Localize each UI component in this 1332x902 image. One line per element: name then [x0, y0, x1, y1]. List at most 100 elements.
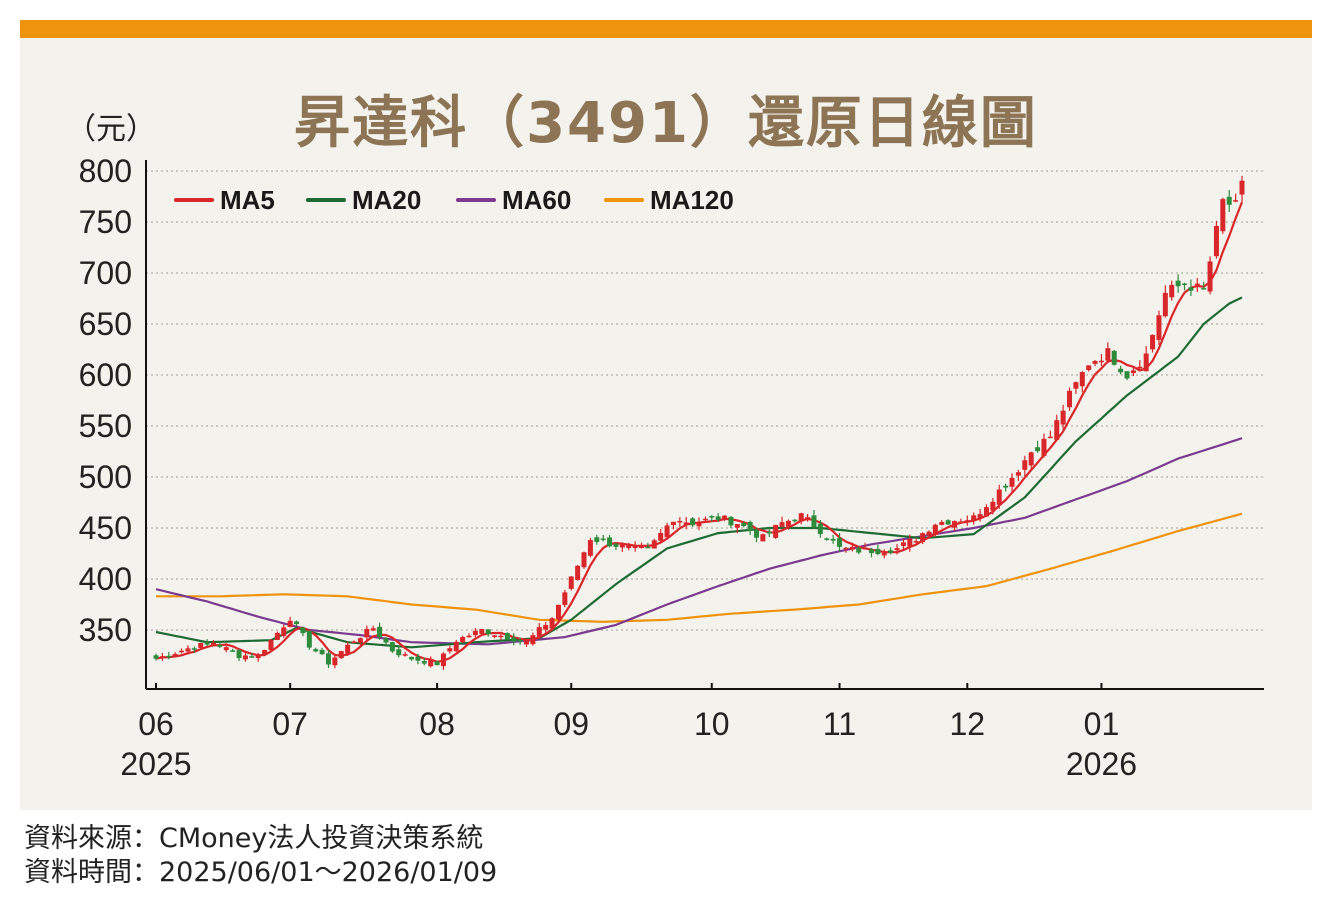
candle-body [894, 548, 900, 551]
candle-body [900, 542, 906, 546]
candle-body [287, 620, 293, 628]
legend-label: MA5 [220, 185, 275, 215]
y-tick-label: 400 [79, 561, 132, 597]
candle-body [453, 641, 459, 652]
candle-body [159, 656, 165, 658]
candle-body [1067, 390, 1073, 408]
candle-body [990, 501, 996, 511]
y-tick-label: 600 [79, 357, 132, 393]
candle-body [517, 639, 523, 642]
candle-body [172, 653, 178, 656]
candle-body [498, 635, 504, 638]
candle-body [1003, 485, 1009, 488]
candle-body [492, 635, 498, 637]
candle-body [888, 550, 894, 553]
candle-body [1009, 477, 1015, 487]
candle-body [1220, 199, 1226, 232]
candle-body [677, 520, 683, 523]
candle-body [377, 626, 383, 638]
chart-card [20, 20, 1312, 810]
accent-bar [20, 20, 1312, 38]
candle-body [1111, 350, 1117, 365]
candle-body [875, 548, 881, 555]
candle-body [747, 521, 753, 532]
candle-body [696, 522, 702, 527]
candle-body [932, 524, 938, 535]
y-tick-label: 750 [79, 204, 132, 240]
candle-body [230, 650, 236, 652]
candle-body [1035, 447, 1041, 452]
candle-body [204, 643, 210, 645]
candle-body [779, 522, 785, 527]
candle-body [217, 644, 223, 647]
candle-body [926, 531, 932, 536]
candle-body [485, 629, 491, 635]
candle-body [1194, 283, 1200, 286]
x-tick-label: 01 [1084, 706, 1120, 742]
candle-body [1079, 372, 1085, 387]
candle-body [1060, 410, 1066, 425]
candle-body [383, 638, 389, 643]
candle-body [639, 546, 645, 549]
candle-body [536, 627, 542, 637]
candle-body [856, 547, 862, 553]
x-tick-label: 12 [950, 706, 986, 742]
candle-body [389, 642, 395, 652]
legend-label: MA60 [502, 185, 571, 215]
candle-body [977, 514, 983, 519]
x-tick-label: 06 [138, 706, 174, 742]
x-year-label: 2025 [120, 746, 191, 782]
candle-body [402, 654, 408, 656]
candle-body [581, 552, 587, 568]
x-tick-label: 10 [694, 706, 730, 742]
candle-body [805, 517, 811, 519]
candle-body [766, 532, 772, 534]
candle-body [1098, 360, 1104, 363]
candle-body [325, 653, 331, 665]
data-source-note: 資料來源：CMoney法人投資決策系統 [24, 823, 484, 854]
candle-body [504, 633, 510, 640]
candle-body [964, 520, 970, 522]
candle-body [198, 642, 204, 648]
candle-body [952, 521, 958, 528]
candle-body [524, 641, 530, 645]
candle-body [798, 513, 804, 522]
candle-body [1143, 353, 1149, 372]
candle-body [632, 545, 638, 548]
candle-body [996, 489, 1002, 505]
candle-body [409, 656, 415, 660]
x-tick-labels: 06 2025 07 08 09 10 11 12 01 2026 [120, 706, 1137, 782]
candle-body [670, 521, 676, 526]
candle-body [294, 621, 300, 625]
candle-body [1124, 371, 1130, 379]
candle-body [511, 637, 517, 642]
candle-body [1022, 460, 1028, 470]
candle-body [543, 625, 549, 630]
chart-title: 昇達科（3491）還原日線圖 [294, 91, 1038, 156]
candle-body [728, 516, 734, 526]
candle-body [913, 541, 919, 543]
x-year-label: 2026 [1066, 746, 1137, 782]
candle-body [242, 655, 248, 660]
x-tick-label: 08 [419, 706, 455, 742]
candle-body [1086, 365, 1092, 371]
candle-body [1054, 420, 1060, 440]
candle-body [722, 515, 728, 519]
candle-body [1182, 283, 1188, 286]
y-tick-label: 500 [79, 459, 132, 495]
candle-body [1047, 436, 1053, 439]
candle-body [1201, 288, 1207, 290]
candle-body [843, 547, 849, 550]
candle-body [530, 635, 536, 645]
candle-body [415, 656, 421, 661]
candle-body [1073, 382, 1079, 389]
candle-body [562, 592, 568, 605]
candle-body [255, 654, 261, 659]
candle-body [811, 515, 817, 528]
candle-body [983, 507, 989, 517]
candle-body [555, 604, 561, 620]
candle-body [440, 653, 446, 667]
data-period-note: 資料時間：2025/06/01～2026/01/09 [24, 857, 498, 888]
x-tick-label: 09 [553, 706, 589, 742]
